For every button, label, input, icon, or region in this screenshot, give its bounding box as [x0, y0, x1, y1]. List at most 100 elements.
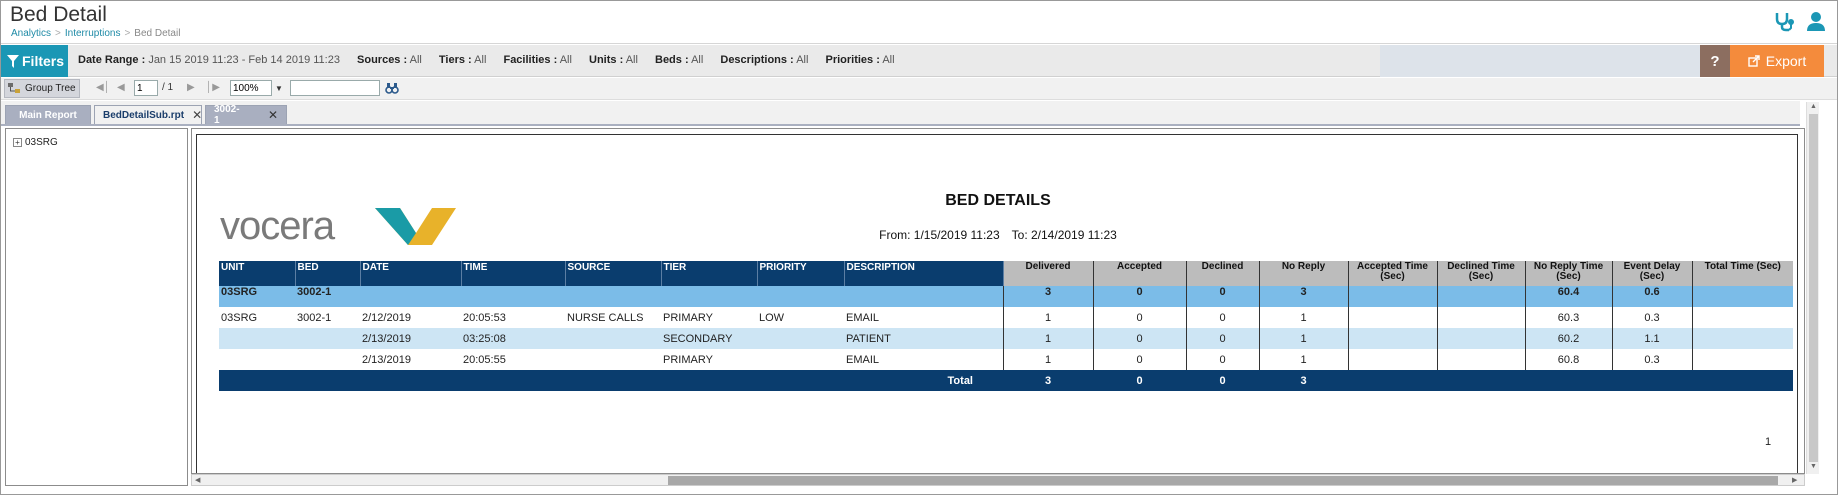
next-page-icon[interactable]: ▶ [187, 82, 195, 93]
binoculars-icon[interactable] [385, 81, 399, 100]
col-source: SOURCE [565, 261, 662, 286]
filter-priorities: Priorities : All [825, 54, 895, 66]
horizontal-scrollbar[interactable]: ◀ ▶ [191, 474, 1805, 486]
cell: 0.3 [1611, 307, 1692, 328]
user-icon[interactable] [1805, 10, 1827, 32]
cell: EMAIL [844, 349, 1003, 370]
filter-bar: Filters Date Range : Jan 15 2019 11:23 -… [0, 45, 1838, 77]
cell: 0 [1185, 328, 1259, 349]
total-label: Total [219, 370, 1003, 391]
cell: 03SRG [219, 286, 295, 307]
cell [757, 328, 844, 349]
cell: 1 [1002, 328, 1093, 349]
col-tier: TIER [661, 261, 758, 286]
zoom-select[interactable] [230, 80, 272, 96]
tab-3002-1[interactable]: 3002-1 ✕ [205, 104, 287, 126]
cell: 0 [1185, 307, 1259, 328]
report-viewer: vocera BED DETAILS From: 1/15/2019 11:23… [191, 128, 1805, 474]
cell [219, 349, 295, 370]
scroll-down-icon[interactable]: ▼ [1810, 463, 1817, 470]
cell [1436, 307, 1525, 328]
cell: 2/13/2019 [360, 328, 461, 349]
chevron-down-icon[interactable]: ▼ [275, 84, 283, 93]
table-header: UNIT BED DATE TIME SOURCE TIER PRIORITY … [219, 261, 1793, 286]
cell: PRIMARY [661, 307, 757, 328]
cell: NURSE CALLS [565, 307, 661, 328]
cell: 20:05:53 [461, 307, 565, 328]
scroll-left-icon[interactable]: ◀ [195, 477, 201, 484]
cell: 2/12/2019 [360, 307, 461, 328]
vertical-scroll-thumb[interactable] [1809, 114, 1818, 462]
breadcrumb-current: Bed Detail [134, 28, 181, 39]
tab-main-report[interactable]: Main Report [5, 105, 91, 124]
search-input[interactable] [290, 80, 380, 96]
horizontal-scroll-thumb[interactable] [668, 476, 1778, 485]
cell: 0 [1185, 286, 1259, 307]
report-to: To: 2/14/2019 11:23 [1011, 228, 1117, 242]
cell: SECONDARY [661, 328, 757, 349]
cell: 60.2 [1524, 328, 1612, 349]
close-icon[interactable]: ✕ [267, 108, 278, 122]
scroll-up-icon[interactable]: ▲ [1810, 103, 1817, 110]
tree-node-label: 03SRG [25, 137, 58, 148]
cell [1436, 349, 1525, 370]
col-total-time: Total Time (Sec) [1691, 261, 1793, 286]
cell [1612, 370, 1692, 391]
stethoscope-icon[interactable] [1773, 10, 1795, 32]
report-from: From: 1/15/2019 11:23 [879, 228, 1000, 242]
cell [1525, 370, 1612, 391]
col-no-reply: No Reply [1258, 261, 1348, 286]
tab-label: 3002-1 [214, 104, 240, 126]
cell: 0 [1092, 286, 1186, 307]
close-icon[interactable]: ✕ [192, 108, 203, 122]
cell: 03SRG [219, 307, 295, 328]
cell [1436, 328, 1525, 349]
cell: 0.3 [1611, 349, 1692, 370]
cell [1691, 349, 1793, 370]
tab-label: Main Report [19, 109, 77, 121]
breadcrumb-interruptions[interactable]: Interruptions [64, 28, 121, 39]
cell: EMAIL [844, 307, 1003, 328]
report-date-range: From: 1/15/2019 11:23 To: 2/14/2019 11:23 [197, 228, 1799, 242]
tab-beddetailsub[interactable]: BedDetailSub.rpt ✕ [94, 105, 202, 124]
page-number-input[interactable] [134, 80, 158, 96]
total-row: Total 3 0 0 3 [219, 370, 1793, 391]
cell [565, 349, 661, 370]
cell: 1 [1258, 349, 1348, 370]
cell: 1.1 [1611, 328, 1692, 349]
col-description: DESCRIPTION [844, 261, 1004, 286]
col-bed: BED [295, 261, 361, 286]
svg-text:vocera: vocera [220, 205, 336, 247]
group-tree-button[interactable]: Group Tree [4, 79, 80, 98]
app-header: Bed Detail Analytics > Interruptions > Bed D… [0, 0, 1838, 44]
cell [295, 349, 360, 370]
last-page-icon[interactable]: │▶ [206, 82, 220, 93]
cell: 0 [1092, 307, 1186, 328]
first-page-icon[interactable]: ◀│ [96, 82, 110, 93]
export-label: Export [1765, 53, 1807, 69]
cell: 1 [1258, 328, 1348, 349]
cell: 3 [1259, 370, 1348, 391]
page-total: / 1 [162, 82, 174, 93]
cell: 3002-1 [295, 286, 360, 307]
help-button[interactable]: ? [1700, 45, 1730, 77]
cell [1436, 286, 1525, 307]
tree-node-03srg[interactable]: + 03SRG [13, 137, 58, 148]
scroll-right-icon[interactable]: ▶ [1792, 477, 1798, 484]
breadcrumb-analytics[interactable]: Analytics [11, 28, 52, 39]
cell: 1 [1002, 349, 1093, 370]
cell [1347, 328, 1437, 349]
col-declined-time: Declined Time (Sec) [1436, 261, 1525, 286]
filter-sources: Sources : All [357, 54, 422, 66]
col-accepted: Accepted [1092, 261, 1186, 286]
expand-icon[interactable]: + [13, 138, 22, 147]
cell: 1 [1002, 307, 1093, 328]
filter-tiers: Tiers : All [438, 54, 487, 66]
export-button[interactable]: Export [1730, 45, 1824, 77]
table-row: 2/13/2019 20:05:55 PRIMARY EMAIL 1 0 0 1… [219, 349, 1793, 370]
vertical-scrollbar[interactable]: ▲ ▼ [1806, 102, 1819, 474]
group-tree-panel: + 03SRG [5, 128, 188, 486]
filters-button[interactable]: Filters [0, 45, 68, 77]
tab-label: BedDetailSub.rpt [103, 109, 185, 121]
prev-page-icon[interactable]: ◀ [117, 82, 125, 93]
